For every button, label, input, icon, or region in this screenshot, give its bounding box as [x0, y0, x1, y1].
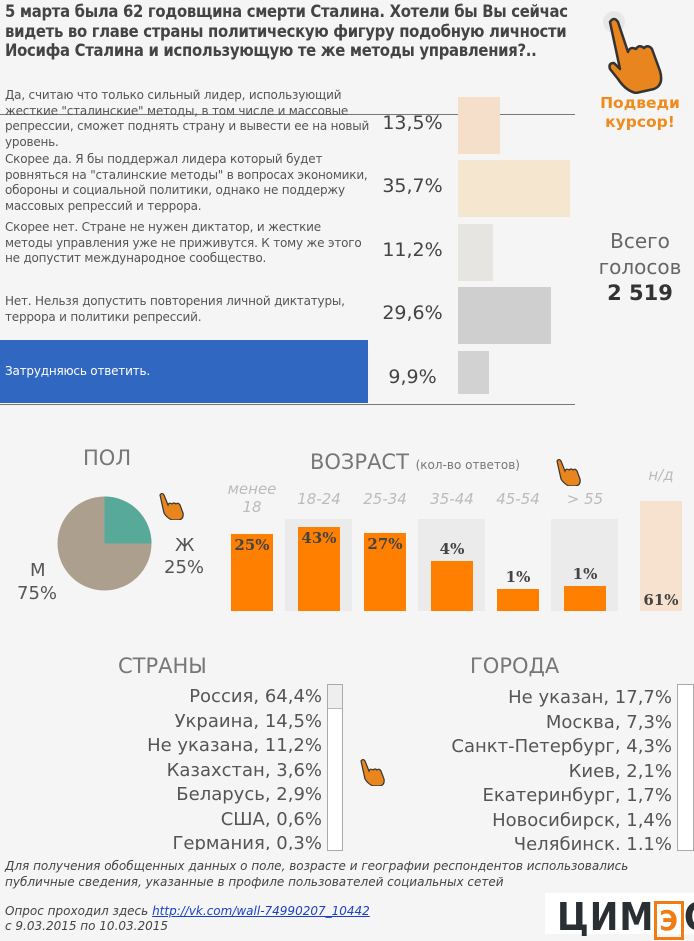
hover-hint: Подведи курсор!	[600, 94, 680, 131]
pointing-hand-icon	[360, 758, 385, 786]
answer-bar	[458, 224, 494, 281]
countries-title: СТРАНЫ	[118, 654, 207, 678]
gender-title: ПОЛ	[83, 446, 132, 470]
cities-list[interactable]: Не указан, 17,7% Москва, 7,3% Санкт-Петерб…	[420, 686, 672, 850]
age-label: 25-34	[363, 490, 407, 508]
list-item[interactable]: Не указан, 17,7%	[508, 687, 672, 708]
age-label: 45-54	[496, 490, 540, 508]
age-value: 1%	[572, 565, 598, 583]
answer-bar	[458, 287, 551, 344]
list-item[interactable]: Украина, 14,5%	[174, 710, 322, 732]
answer-text[interactable]: Затрудняюсь ответить.	[5, 364, 150, 378]
total-label: Всего	[610, 229, 670, 253]
age-bar	[364, 533, 406, 611]
age-bar-nd	[640, 501, 682, 611]
age-bar	[231, 534, 273, 611]
age-value: 1%	[505, 568, 531, 586]
male-label: М	[30, 560, 46, 581]
answer-text[interactable]: Нет. Нельзя допустить повторения личной …	[5, 294, 345, 324]
gender-pie-chart	[57, 496, 152, 591]
answer-percent: 35,7%	[382, 175, 443, 197]
total-label: голосов	[598, 255, 682, 279]
list-item[interactable]: Челябинск, 1,1%	[513, 834, 672, 850]
answer-bar	[458, 351, 490, 394]
age-bar	[431, 561, 473, 611]
divider	[0, 404, 575, 405]
total-votes: 2 519	[607, 281, 673, 305]
countries-scrollbar[interactable]	[327, 684, 343, 851]
age-label: менее 18	[227, 480, 277, 516]
answer-percent: 29,6%	[382, 302, 443, 324]
list-item[interactable]: Казахстан, 3,6%	[166, 759, 322, 781]
pointing-hand-icon	[603, 11, 663, 94]
list-item[interactable]: Беларусь, 2,9%	[176, 784, 322, 805]
selected-answer-highlight	[0, 340, 368, 403]
answer-text[interactable]: Скорее да. Я бы поддержал лидера который…	[5, 152, 368, 214]
age-value: 4%	[439, 540, 465, 558]
female-pct: 25%	[164, 557, 205, 578]
survey-link[interactable]: http://vk.com/wall-74990207_10442	[152, 904, 370, 918]
age-bar	[497, 589, 539, 611]
age-label: 35-44	[430, 490, 474, 508]
survey-dates: с 9.03.2015 по 10.03.2015	[5, 919, 169, 933]
list-item[interactable]: Новосибирск, 1,4%	[492, 809, 672, 831]
age-bar	[298, 527, 340, 611]
age-value: 25%	[234, 536, 270, 554]
list-item[interactable]: Россия, 64,4%	[189, 686, 322, 707]
countries-list[interactable]: Россия, 64,4% Украина, 14,5% Не указана, 1…	[100, 685, 322, 850]
age-label-nd: н/д	[648, 466, 674, 484]
cities-scrollbar[interactable]	[677, 684, 694, 851]
age-value-nd: 61%	[643, 591, 679, 609]
data-source-note: Для получения обобщенных данных о поле, …	[5, 859, 629, 889]
age-title: ВОЗРАСТ (кол-во ответов)	[310, 450, 520, 474]
list-item[interactable]: Не указана, 11,2%	[147, 735, 322, 756]
cimes-logo: ЦИМЭС	[545, 893, 694, 940]
answer-bar	[458, 97, 501, 154]
age-bar	[564, 586, 606, 611]
pointing-hand-icon	[556, 458, 581, 486]
answer-percent: 11,2%	[382, 239, 443, 261]
answer-text[interactable]: Да, считаю что только сильный лидер, исп…	[5, 88, 370, 150]
age-label: 18-24	[297, 490, 341, 508]
list-item[interactable]: Москва, 7,3%	[545, 711, 672, 733]
list-item[interactable]: Санкт-Петербург, 4,3%	[451, 736, 672, 757]
divider	[0, 114, 575, 115]
cities-title: ГОРОДА	[470, 654, 560, 678]
survey-prefix: Опрос проходил здесь	[5, 904, 149, 918]
age-label: > 55	[566, 490, 604, 508]
list-item[interactable]: Германия, 0,3%	[172, 833, 322, 850]
answer-percent: 13,5%	[382, 112, 443, 134]
list-item[interactable]: Киев, 2,1%	[568, 760, 672, 782]
pie-slice-female	[104, 496, 152, 544]
poll-question: 5 марта была 62 годовщина смерти Сталина…	[5, 2, 568, 60]
list-item[interactable]: США, 0,6%	[220, 808, 322, 830]
age-value: 27%	[367, 535, 403, 553]
male-pct: 75%	[17, 583, 58, 604]
age-subtitle: (кол-во ответов)	[415, 458, 520, 472]
list-item[interactable]: Екатеринбург, 1,7%	[482, 785, 672, 806]
female-label: Ж	[175, 535, 195, 556]
answer-percent: 9,9%	[388, 366, 437, 388]
answer-text[interactable]: Скорее нет. Стране не нужен диктатор, и …	[5, 220, 362, 266]
pointing-hand-icon	[159, 492, 184, 520]
answer-bar	[458, 160, 571, 217]
age-value: 43%	[301, 529, 337, 547]
